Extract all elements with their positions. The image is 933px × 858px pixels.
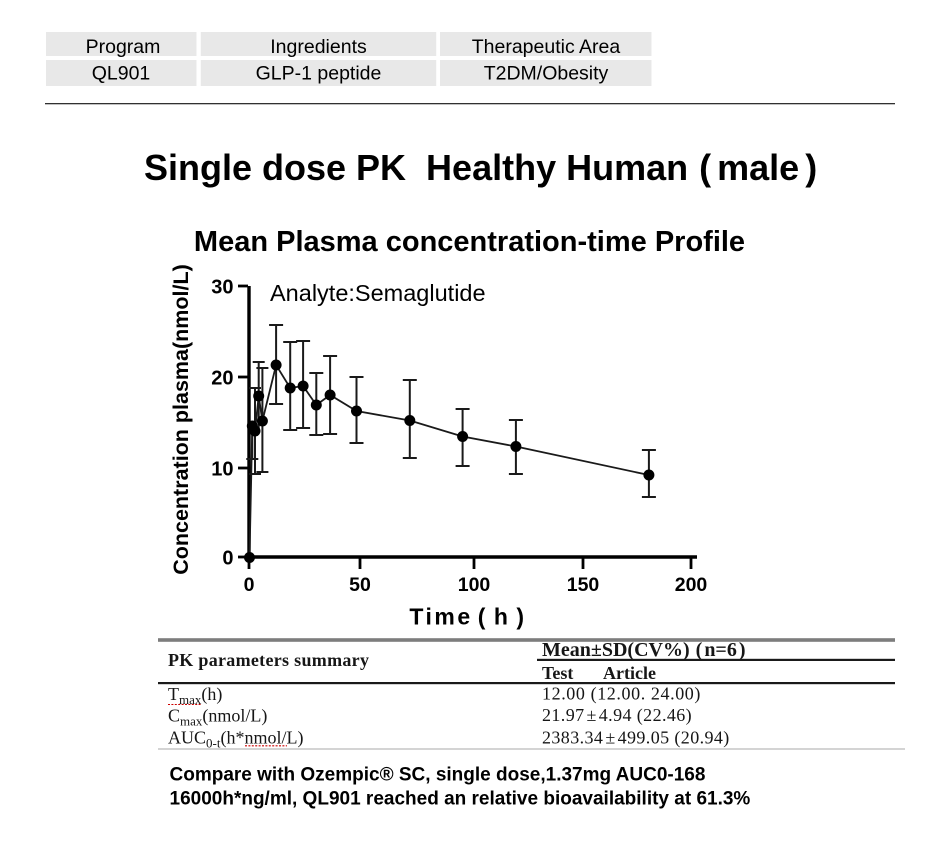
svg-text:16000h*ng/ml, QL901 reached an: 16000h*ng/ml, QL901 reached an relative …	[170, 788, 751, 809]
svg-text:Tmax(h): Tmax(h)	[168, 684, 222, 707]
svg-text:AUC0-t(h*nmol/L): AUC0-t(h*nmol/L)	[168, 728, 303, 751]
svg-text:Compare with Ozempic® SC, sing: Compare with Ozempic® SC, single dose,1.…	[170, 765, 706, 786]
svg-text:30: 30	[211, 277, 233, 299]
svg-text:21.97±4.94 (22.46): 21.97 ±4.94 (22.46)	[542, 705, 692, 726]
svg-text:Time(h): Time(h)	[409, 604, 526, 630]
svg-text:Program: Program	[86, 36, 161, 58]
svg-text:GLP-1 peptide: GLP-1 peptide	[256, 63, 382, 85]
svg-text:2383.34±499.05 (20.94): 2383.34 ±499.05 (20.94)	[542, 728, 730, 749]
svg-text:200: 200	[675, 574, 708, 596]
svg-text:Therapeutic Area: Therapeutic Area	[472, 36, 621, 58]
svg-text:Concentration plasma(nmol/L): Concentration plasma(nmol/L)	[169, 264, 193, 575]
svg-text:Analyte:Semaglutide: Analyte:Semaglutide	[270, 280, 486, 306]
svg-text:10: 10	[211, 459, 233, 481]
svg-text:50: 50	[349, 574, 371, 596]
svg-text:0: 0	[244, 574, 255, 596]
svg-text:Ingredients: Ingredients	[270, 36, 367, 58]
svg-text:PK parameters summary: PK parameters summary	[168, 650, 369, 670]
svg-text:150: 150	[567, 574, 600, 596]
svg-text:QL901: QL901	[92, 63, 151, 85]
svg-text:T2DM/Obesity: T2DM/Obesity	[484, 63, 609, 85]
svg-text:100: 100	[458, 574, 491, 596]
svg-text:Single dose PK Healthy Human(: Single dose PK Healthy Human(male)	[144, 147, 817, 188]
svg-text:20: 20	[211, 368, 233, 390]
svg-text:0: 0	[222, 548, 233, 570]
svg-text:Mean±SD(CV%)(n=6): Mean±SD(CV%)(n=6)	[542, 639, 746, 661]
svg-text:Mean Plasma concentration-time: Mean Plasma concentration-time Profile	[194, 226, 745, 258]
svg-text:12.00 (12.00. 24.00): 12.00 (12.00. 24.00)	[542, 684, 701, 705]
svg-text:Cmax(nmol/L): Cmax(nmol/L)	[168, 706, 267, 729]
